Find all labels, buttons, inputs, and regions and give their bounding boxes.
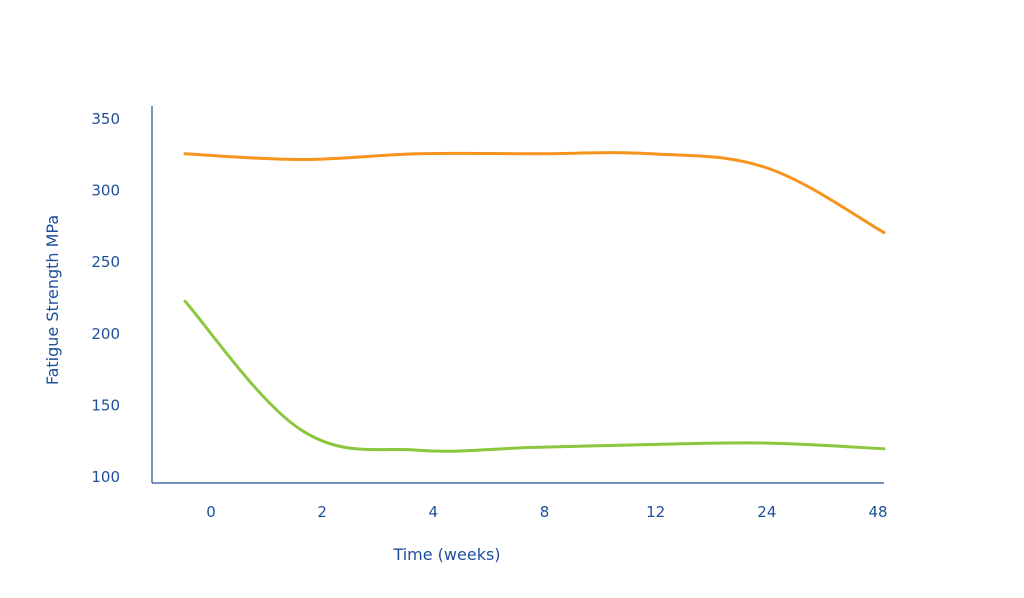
- y-tick-label: 150: [91, 396, 120, 414]
- x-axis-label: Time (weeks): [392, 545, 500, 564]
- x-tick-label: 12: [646, 503, 665, 521]
- series-line-1: [183, 151, 886, 235]
- y-tick-label: 300: [91, 182, 120, 200]
- x-tick-label: 4: [429, 503, 439, 521]
- series-line-2: [183, 299, 886, 453]
- x-tick-label: 24: [757, 503, 776, 521]
- y-tick-label: 200: [91, 325, 120, 343]
- y-axis-label: Fatigue Strength MPa: [43, 215, 62, 385]
- y-tick-label: 100: [91, 468, 120, 486]
- y-tick-label: 350: [91, 110, 120, 128]
- x-tick-label: 8: [540, 503, 550, 521]
- x-tick-label: 0: [206, 503, 216, 521]
- y-tick-label: 250: [91, 253, 120, 271]
- x-tick-label: 2: [317, 503, 327, 521]
- x-tick-label: 48: [868, 503, 887, 521]
